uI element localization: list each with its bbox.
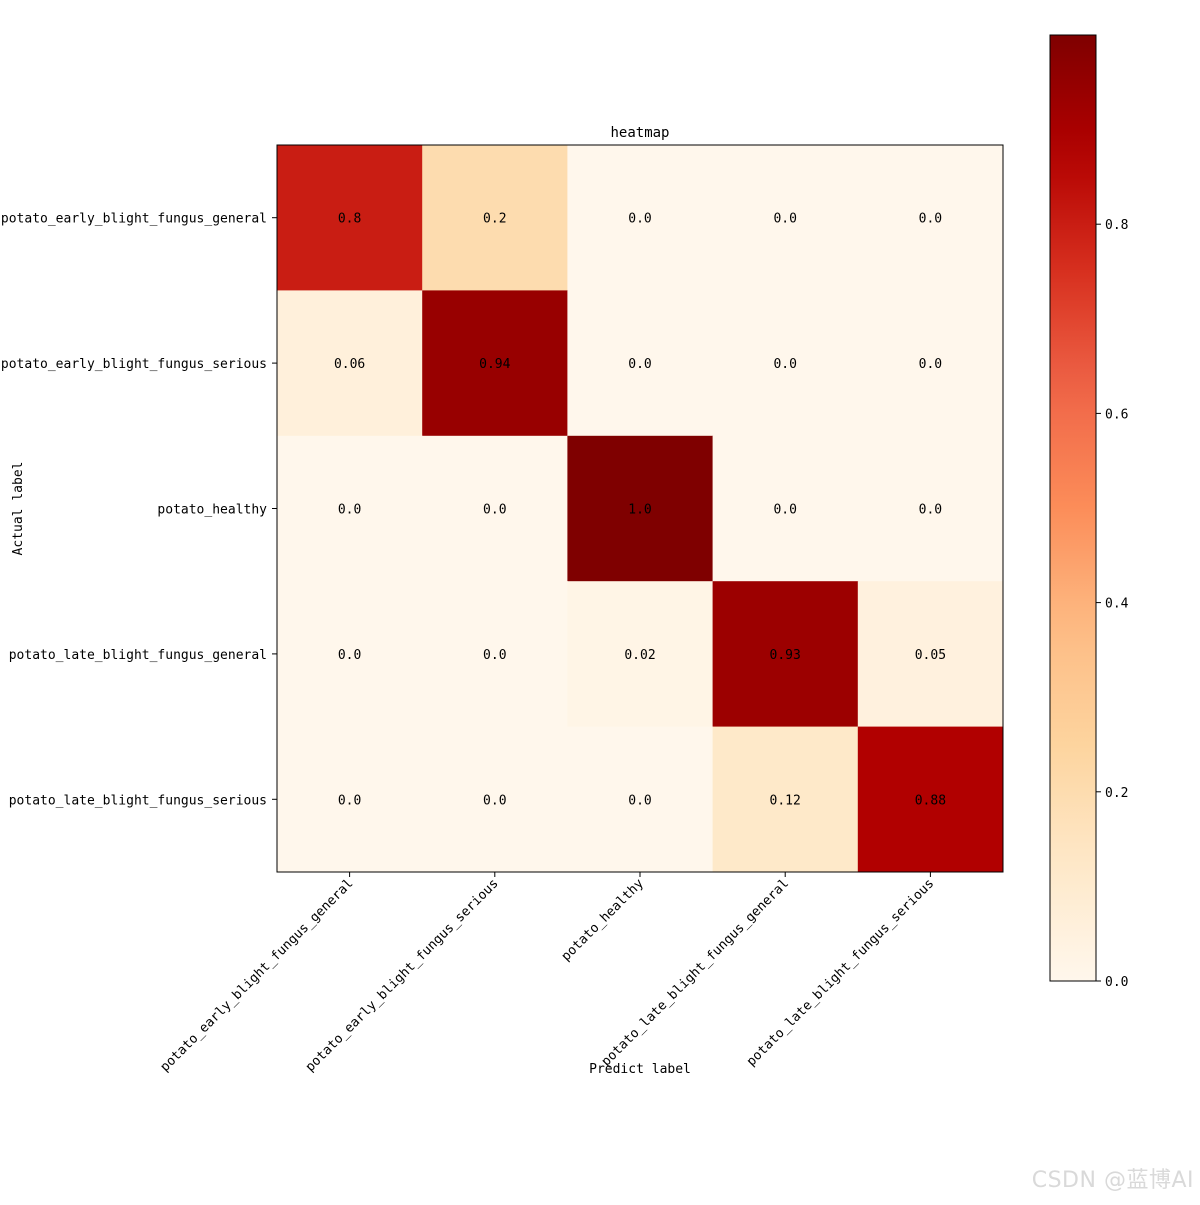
heatmap-cell: [567, 726, 714, 873]
heatmap-cell: [712, 726, 859, 873]
heatmap-cell: [712, 145, 859, 291]
cell-value-label: 0.0: [483, 503, 506, 518]
cell-value-label: 0.0: [338, 793, 361, 808]
cell-value-label: 0.0: [338, 503, 361, 518]
cell-value-label: 0.0: [919, 212, 942, 227]
x-tick-label: potato_healthy: [559, 876, 647, 964]
y-tick-label: potato_healthy: [157, 503, 267, 518]
colorbar-tick-label: 0.0: [1105, 975, 1128, 990]
heatmap-cell: [277, 145, 423, 291]
x-axis-ticks: potato_early_blight_fungus_generalpotato…: [158, 872, 937, 1075]
heatmap-cell: [567, 145, 714, 291]
cell-value-label: 0.0: [773, 357, 796, 372]
cell-value-label: 0.8: [338, 212, 361, 227]
cell-value-label: 0.0: [483, 793, 506, 808]
heatmap-cell: [277, 581, 423, 728]
y-tick-label: potato_early_blight_fungus_general: [1, 212, 267, 227]
heatmap-cell-labels: 0.8 0.2 0.0 0.0 0.0 0.06 0.94 0.0 0.0 0.0 0.0 0.0 1.…: [334, 212, 946, 809]
watermark: CSDN @蓝博AI: [1031, 1168, 1194, 1193]
cell-value-label: 0.0: [919, 503, 942, 518]
cell-value-label: 0.0: [919, 357, 942, 372]
heatmap-cell: [712, 581, 859, 728]
heatmap-cell: [567, 290, 714, 437]
heatmap-cell: [567, 435, 714, 582]
heatmap-cell: [422, 145, 568, 291]
y-tick-label: potato_late_blight_fungus_general: [9, 648, 267, 663]
colorbar-tick-label: 0.6: [1105, 407, 1128, 422]
cell-value-label: 0.0: [483, 648, 506, 663]
cell-value-label: 0.88: [915, 793, 946, 808]
heatmap-cell: [277, 435, 423, 582]
colorbar-tick-label: 0.2: [1105, 786, 1128, 801]
heatmap-cell: [422, 435, 568, 582]
heatmap-cell: [857, 145, 1004, 291]
colorbar-tick-label: 0.4: [1105, 597, 1129, 612]
heatmap-cell: [277, 726, 423, 873]
heatmap-cell: [277, 290, 423, 437]
y-tick-label: potato_early_blight_fungus_serious: [1, 357, 267, 372]
heatmap-cell: [422, 290, 568, 437]
colorbar: 0.0 0.2 0.4 0.6 0.8: [1049, 34, 1129, 990]
y-tick-label: potato_late_blight_fungus_serious: [9, 793, 267, 808]
cell-value-label: 0.0: [628, 357, 651, 372]
colorbar-tick-label: 0.8: [1105, 218, 1128, 233]
chart-title: heatmap: [610, 125, 669, 141]
heatmap-cell: [857, 290, 1004, 437]
heatmap-cell: [857, 581, 1004, 728]
cell-value-label: 0.12: [770, 793, 801, 808]
cell-value-label: 1.0: [628, 503, 651, 518]
cell-value-label: 0.0: [773, 212, 796, 227]
y-axis-label: Actual label: [11, 462, 26, 556]
cell-value-label: 0.2: [483, 212, 506, 227]
heatmap-cell: [712, 290, 859, 437]
y-axis-ticks: potato_early_blight_fungus_generalpotato…: [1, 212, 277, 808]
cell-value-label: 0.94: [479, 357, 510, 372]
cell-value-label: 0.02: [624, 648, 655, 663]
heatmap-cell: [857, 726, 1004, 873]
heatmap-cell: [567, 581, 714, 728]
heatmap-cell: [422, 726, 568, 873]
heatmap-cell: [857, 435, 1004, 582]
cell-value-label: 0.0: [628, 793, 651, 808]
cell-value-label: 0.05: [915, 648, 946, 663]
cell-value-label: 0.0: [628, 212, 651, 227]
cell-value-label: 0.0: [773, 503, 796, 518]
x-axis-label: Predict label: [589, 1062, 691, 1077]
heatmap-cell: [422, 581, 568, 728]
colorbar-gradient: [1049, 34, 1097, 982]
heatmap-cell: [712, 435, 859, 582]
cell-value-label: 0.06: [334, 357, 365, 372]
cell-value-label: 0.0: [338, 648, 361, 663]
cell-value-label: 0.93: [770, 648, 801, 663]
heatmap-cells: [277, 145, 1004, 873]
